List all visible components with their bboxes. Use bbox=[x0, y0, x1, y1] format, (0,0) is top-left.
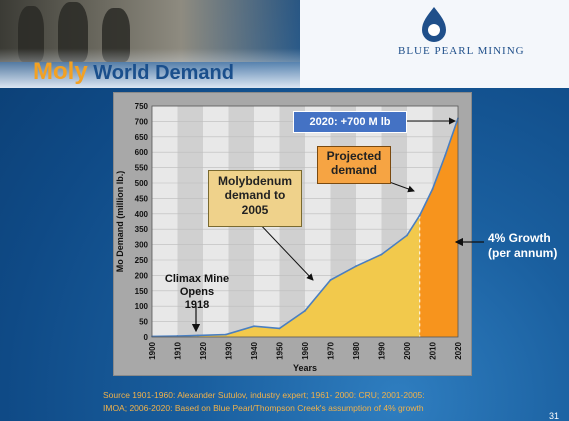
title-highlight: Moly bbox=[33, 58, 88, 85]
y-tick-label: 700 bbox=[135, 117, 149, 126]
historical-point bbox=[197, 334, 199, 337]
y-axis-title: Mo Demand (million lb.) bbox=[115, 171, 125, 273]
historical-point bbox=[225, 333, 227, 336]
projected-line2: demand bbox=[330, 163, 377, 178]
climax-line2: Opens bbox=[179, 286, 215, 299]
historical-demand-area bbox=[152, 215, 420, 337]
x-tick-label: 1970 bbox=[327, 341, 336, 359]
y-tick-label: 650 bbox=[135, 133, 149, 142]
x-tick-label: 1920 bbox=[199, 341, 208, 359]
y-tick-label: 400 bbox=[135, 210, 149, 219]
projected-demand-callout: Projected demand bbox=[317, 146, 391, 184]
x-tick-label: 1950 bbox=[276, 341, 285, 359]
blue-pearl-logo-icon bbox=[422, 7, 446, 42]
x-tick-label: 2000 bbox=[403, 341, 412, 359]
page-title: Moly World Demand bbox=[33, 58, 234, 86]
projected-point bbox=[444, 154, 447, 157]
projected-demand-area bbox=[419, 118, 458, 337]
brand-name: BLUE PEARL MINING bbox=[398, 45, 525, 57]
projected-point bbox=[431, 188, 434, 191]
source-line2: IMOA; 2006-2020: Based on Blue Pearl/Tho… bbox=[103, 403, 424, 413]
historical-point bbox=[355, 265, 357, 268]
y-tick-label: 0 bbox=[144, 333, 149, 342]
projected-line1: Projected bbox=[326, 149, 382, 163]
x-tick-label: 1930 bbox=[225, 341, 234, 359]
y-tick-label: 200 bbox=[135, 271, 149, 280]
y-tick-label: 250 bbox=[135, 256, 149, 265]
y-tick-label: 50 bbox=[139, 318, 148, 327]
x-tick-label: 1990 bbox=[378, 341, 387, 359]
historical-point bbox=[380, 253, 383, 256]
arrow-moly bbox=[256, 220, 314, 281]
x-tick-label: 2010 bbox=[429, 341, 438, 359]
growth-line1: 4% Growth bbox=[488, 231, 551, 245]
x-tick-label: 2020 bbox=[454, 341, 463, 359]
projected-point bbox=[418, 214, 421, 217]
y-tick-label: 450 bbox=[135, 194, 149, 203]
plot-frame bbox=[151, 105, 459, 338]
x-axis-title: Years bbox=[293, 363, 317, 373]
historical-point bbox=[176, 335, 179, 337]
x-tick-label: 1940 bbox=[250, 341, 259, 359]
y-tick-label: 150 bbox=[135, 287, 149, 296]
x-tick-label: 1960 bbox=[301, 341, 310, 359]
historical-point bbox=[329, 279, 332, 281]
historical-point bbox=[253, 325, 255, 328]
y-tick-label: 600 bbox=[135, 148, 149, 157]
growth-rate-label: 4% Growth (per annum) bbox=[488, 231, 566, 261]
climax-mine-callout: Climax Mine Opens 1918 bbox=[158, 273, 236, 313]
x-tick-label: 1910 bbox=[174, 341, 183, 359]
plot-band bbox=[177, 106, 203, 337]
moly-line3: 2005 bbox=[241, 202, 269, 217]
source-note: Source 1901-1960: Alexander Sutulov, ind… bbox=[103, 389, 533, 415]
forecast-2020-callout: 2020: +700 M lb bbox=[293, 111, 407, 133]
title-rest: World Demand bbox=[93, 62, 234, 84]
historical-point bbox=[304, 309, 306, 312]
historical-demand-line bbox=[151, 214, 421, 338]
y-tick-label: 550 bbox=[135, 164, 149, 173]
growth-line2: (per annum) bbox=[488, 246, 558, 260]
y-tick-label: 300 bbox=[135, 241, 149, 250]
moly-line1: Molybdenum bbox=[218, 174, 292, 188]
projected-demand-line bbox=[419, 118, 459, 216]
source-line1: Source 1901-1960: Alexander Sutulov, ind… bbox=[103, 390, 425, 400]
molybdenum-demand-callout: Molybdenum demand to 2005 bbox=[208, 170, 302, 227]
y-tick-label: 750 bbox=[135, 102, 149, 111]
x-tick-label: 1980 bbox=[352, 341, 361, 359]
plot-band bbox=[152, 106, 178, 337]
historical-point bbox=[406, 234, 408, 237]
historical-point bbox=[278, 327, 281, 330]
page-number: 31 bbox=[549, 411, 560, 421]
y-tick-label: 500 bbox=[135, 179, 149, 188]
climax-line1: Climax Mine bbox=[164, 273, 230, 285]
climax-line3: 1918 bbox=[184, 299, 210, 312]
y-tick-label: 100 bbox=[135, 302, 149, 311]
y-tick-label: 350 bbox=[135, 225, 149, 234]
x-tick-label: 1900 bbox=[148, 341, 157, 359]
moly-line2: demand to bbox=[224, 188, 286, 203]
